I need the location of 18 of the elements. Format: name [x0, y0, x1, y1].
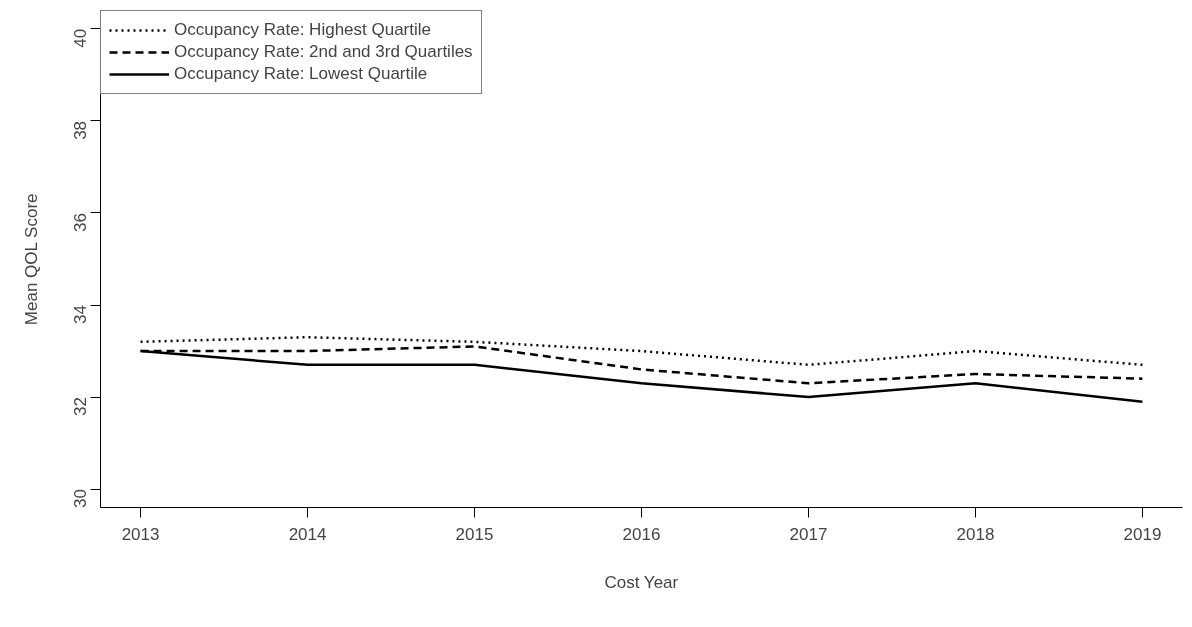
x-tick-label: 2016: [622, 524, 661, 544]
y-tick-label: 36: [71, 212, 91, 232]
legend-label: Occupancy Rate: Highest Quartile: [174, 19, 432, 41]
y-tick-label: 32: [71, 397, 91, 416]
x-axis-title: Cost Year: [604, 572, 679, 592]
y-tick-label: 30: [71, 489, 91, 508]
x-tick-label: 2019: [1123, 524, 1162, 544]
x-tick-label: 2018: [956, 524, 995, 544]
x-tick-label: 2017: [789, 524, 828, 544]
y-tick-label: 38: [71, 120, 91, 140]
x-tick-label: 2013: [121, 524, 160, 544]
y-axis-title: Mean QOL Score: [21, 193, 41, 326]
y-tick-label: 40: [71, 28, 91, 48]
y-tick-label: 34: [71, 305, 91, 324]
x-tick-label: 2014: [288, 524, 327, 544]
legend-label: Occupancy Rate: 2nd and 3rd Quartiles: [174, 41, 473, 63]
x-tick-label: 2015: [455, 524, 494, 544]
legend-label: Occupancy Rate: Lowest Quartile: [174, 63, 428, 85]
